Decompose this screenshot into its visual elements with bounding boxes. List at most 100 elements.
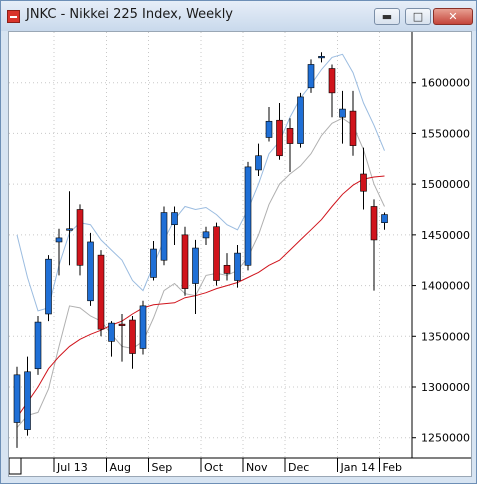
candles[interactable] — [13, 52, 388, 448]
candle-body-up — [171, 212, 178, 226]
close-icon: ✕ — [448, 10, 458, 23]
candle-body-down — [213, 226, 220, 281]
candle-body-down — [129, 319, 136, 354]
y-tick-label: 1550000 — [421, 127, 470, 140]
y-tick-label: 1450000 — [421, 229, 470, 242]
x-tick-label: Aug — [110, 461, 131, 474]
candle[interactable] — [318, 52, 325, 63]
candle-body-down — [223, 264, 231, 274]
maximize-icon: □ — [412, 10, 424, 23]
candle-body-down — [181, 234, 189, 289]
close-button[interactable]: ✕ — [433, 8, 473, 25]
candle[interactable] — [360, 147, 367, 210]
candle[interactable] — [34, 316, 42, 375]
candle[interactable] — [328, 64, 336, 118]
x-tick-label: Sep — [152, 461, 173, 474]
candle-body-down — [349, 110, 357, 146]
candle-body-down — [286, 128, 294, 144]
candle-body-down — [370, 206, 378, 241]
candle[interactable] — [234, 245, 241, 288]
y-tick-label: 1350000 — [421, 330, 470, 343]
candle-body-up — [34, 321, 42, 370]
y-tick-label: 1300000 — [421, 381, 470, 394]
candle-body-down — [118, 323, 126, 326]
y-tick-label: 1500000 — [421, 178, 470, 191]
candle-body-up — [150, 248, 157, 278]
candle[interactable] — [276, 103, 283, 160]
candle[interactable] — [202, 226, 210, 245]
candle[interactable] — [139, 300, 147, 355]
x-tick-label: Nov — [246, 461, 268, 474]
candle-body-up — [160, 212, 168, 261]
candle[interactable] — [244, 161, 252, 271]
candle[interactable] — [339, 90, 346, 144]
title-bar[interactable]: JNKC - Nikkei 225 Index, Weekly ▬ □ ✕ — [1, 1, 476, 31]
candle-body-up — [307, 64, 315, 89]
y-axis-ticks: 1250000 1300000 1350000 1400000 1450000 15000… — [412, 77, 470, 445]
candle[interactable] — [181, 226, 189, 296]
candle[interactable] — [265, 107, 273, 142]
candle[interactable] — [76, 204, 84, 276]
candle[interactable] — [24, 356, 31, 436]
candle-body-up — [339, 108, 346, 118]
moving-average-line — [16, 175, 385, 418]
y-tick-label: 1400000 — [421, 280, 470, 293]
candle-body-down — [328, 68, 336, 94]
lower-band-line — [16, 117, 385, 428]
candle[interactable] — [286, 118, 294, 172]
candle-body-up — [381, 214, 388, 223]
candle[interactable] — [370, 199, 378, 291]
candle-body-down — [276, 119, 283, 157]
candle[interactable] — [55, 228, 63, 276]
candle[interactable] — [381, 212, 388, 230]
candle-body-down — [97, 254, 105, 330]
candle[interactable] — [13, 366, 21, 448]
candle-body-up — [66, 228, 73, 231]
chart-app-icon[interactable] — [7, 10, 20, 23]
scroll-corner-box[interactable] — [9, 457, 22, 475]
candle-body-up — [24, 371, 31, 430]
candle[interactable] — [129, 316, 136, 369]
x-tick-label: Feb — [383, 461, 402, 474]
candle-body-up — [192, 247, 199, 284]
y-tick-label: 1600000 — [421, 77, 470, 90]
candle[interactable] — [108, 321, 115, 357]
candle[interactable] — [192, 239, 199, 314]
candle-body-up — [244, 166, 252, 266]
candle[interactable] — [97, 250, 105, 337]
candlestick-chart[interactable]: 1250000 1300000 1350000 1400000 1450000 15000… — [9, 32, 472, 477]
candle-body-up — [87, 241, 94, 302]
candle[interactable] — [297, 92, 304, 148]
candle[interactable] — [150, 240, 157, 281]
candle-body-up — [234, 252, 241, 281]
x-tick-label: Dec — [288, 461, 309, 474]
candle-body-up — [13, 374, 21, 423]
candle-body-down — [360, 173, 367, 192]
candle-body-up — [108, 322, 115, 342]
minimize-button[interactable]: ▬ — [374, 8, 400, 25]
window-title: JNKC - Nikkei 225 Index, Weekly — [26, 7, 233, 22]
candle-body-up — [318, 56, 325, 59]
candle[interactable] — [349, 90, 357, 156]
candle-body-up — [55, 237, 63, 243]
candle[interactable] — [223, 253, 231, 281]
x-tick-label: Jul 13 — [56, 461, 88, 474]
candle-body-up — [139, 305, 147, 349]
chart-area[interactable]: 1250000 1300000 1350000 1400000 1450000 15000… — [8, 31, 472, 477]
x-tick-label: Jan 14 — [340, 461, 375, 474]
minimize-icon: ▬ — [381, 10, 393, 23]
candle[interactable] — [45, 255, 52, 322]
candle[interactable] — [87, 232, 94, 306]
candle[interactable] — [213, 222, 220, 286]
x-tick-label: Oct — [204, 461, 224, 474]
candle[interactable] — [118, 313, 126, 362]
candle[interactable] — [171, 206, 178, 245]
candle[interactable] — [160, 206, 168, 266]
maximize-button[interactable]: □ — [405, 8, 431, 25]
candle[interactable] — [255, 143, 262, 177]
x-axis-ticks: Jul 13 Aug Sep Oct Nov Dec Jan 14 Feb — [53, 458, 402, 474]
candle[interactable] — [307, 59, 315, 93]
candle[interactable] — [66, 191, 73, 266]
y-tick-label: 1250000 — [421, 432, 470, 445]
